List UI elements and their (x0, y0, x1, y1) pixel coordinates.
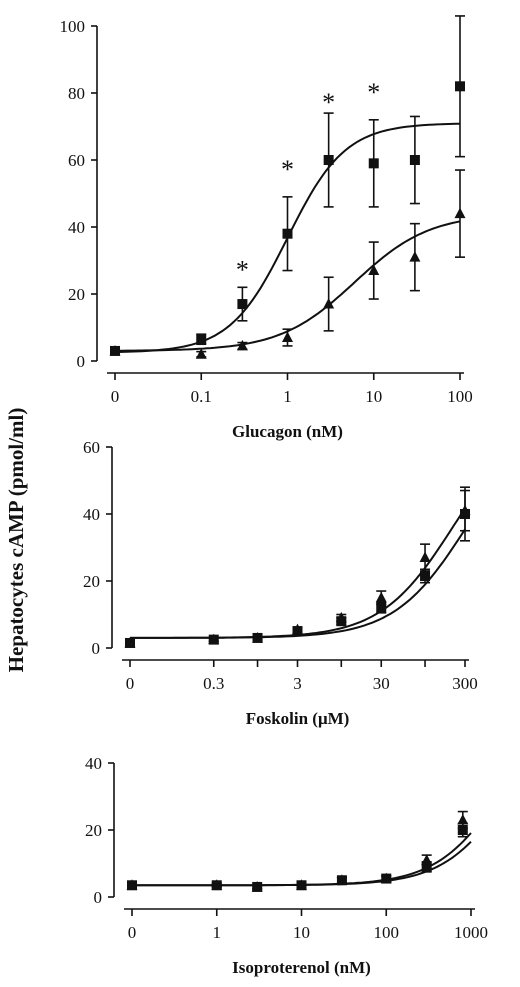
y-tick-label: 60 (68, 151, 85, 170)
data-point-triangle (459, 504, 471, 516)
data-point-triangle (252, 631, 264, 643)
data-point-triangle (375, 591, 387, 603)
data-point-square (409, 155, 420, 165)
chart-panel-2: 0 20 40 60 0 0.3 3 30 300 Foskolin (μM) (83, 438, 478, 728)
x-axis-label: Isoproterenol (nM) (232, 958, 371, 977)
data-point-square (420, 570, 431, 581)
y-tick-label: 20 (85, 821, 102, 840)
x-tick-label: 0 (128, 923, 137, 942)
data-point-triangle (421, 854, 433, 865)
data-point-triangle (195, 348, 207, 359)
data-point-triangle (126, 879, 138, 890)
significance-star: * (281, 155, 294, 184)
data-point-triangle (251, 880, 263, 892)
y-tick-label: 80 (68, 84, 85, 103)
x-tick-label: 30 (373, 674, 390, 693)
data-point-triangle (419, 551, 431, 563)
x-tick-label: 100 (374, 923, 400, 942)
fit-curve-series-1 (130, 528, 466, 639)
x-tick-label: 0 (111, 387, 120, 406)
x-tick-label: 10 (293, 923, 310, 942)
data-point-triangle (368, 264, 380, 276)
significance-star: * (322, 88, 335, 117)
fit-curve-series-2 (130, 507, 466, 639)
data-point-triangle (292, 623, 303, 635)
chart-panel-1: 0 20 40 60 80 100 0 0.1 1 10 100 Glucagon (nM) * * * * (60, 15, 473, 441)
data-point-triangle (336, 874, 348, 885)
data-point-square (196, 334, 207, 345)
y-tick-label: 20 (83, 572, 100, 591)
data-point-triangle (211, 879, 223, 890)
y-tick-label: 40 (68, 218, 85, 237)
shared-y-axis-label: Hepatocytes cAMP (pmol/ml) (4, 408, 28, 673)
data-point-triangle (409, 251, 421, 262)
x-tick-label: 300 (452, 674, 478, 693)
x-axis-label: Glucagon (nM) (232, 422, 343, 441)
x-tick-label: 0 (126, 674, 135, 693)
fit-curve-series-1 (132, 840, 472, 887)
x-tick-label: 3 (293, 674, 302, 693)
significance-star: * (367, 78, 380, 107)
y-tick-label: 100 (60, 17, 86, 36)
x-tick-label: 10 (365, 387, 382, 406)
x-tick-label: 1 (213, 923, 222, 942)
chart-panel-3: 0 20 40 0 1 10 100 1000 Isoproterenol (nM) (85, 754, 488, 977)
data-point-triangle (296, 879, 307, 890)
y-tick-label: 0 (94, 888, 103, 907)
x-tick-label: 0.1 (191, 387, 212, 406)
x-axis-label: Foskolin (μM) (246, 709, 350, 728)
data-point-triangle (380, 872, 392, 884)
x-tick-label: 1 (283, 387, 292, 406)
significance-star: * (236, 256, 249, 285)
y-tick-label: 20 (68, 285, 85, 304)
y-tick-label: 40 (85, 754, 102, 773)
y-tick-label: 60 (83, 438, 100, 457)
y-tick-label: 0 (92, 639, 101, 658)
x-tick-label: 100 (447, 387, 473, 406)
x-tick-label: 1000 (454, 923, 488, 942)
y-tick-label: 40 (83, 505, 100, 524)
data-point-square (455, 81, 465, 92)
y-tick-label: 0 (77, 352, 86, 371)
data-point-triangle (457, 813, 469, 825)
data-point-triangle (454, 207, 466, 219)
fit-curve-series-2 (132, 832, 472, 887)
data-point-triangle (335, 611, 347, 623)
data-point-square (368, 158, 379, 169)
data-point-triangle (124, 636, 136, 648)
data-point-triangle (323, 298, 335, 309)
data-point-square (323, 155, 334, 165)
data-point-triangle (282, 331, 293, 343)
data-point-square (376, 602, 387, 613)
data-point-triangle (109, 344, 121, 356)
x-tick-label: 0.3 (203, 674, 224, 693)
data-point-triangle (236, 339, 248, 351)
data-point-square (457, 825, 468, 835)
data-point-square (282, 228, 293, 239)
data-point-triangle (208, 633, 220, 645)
data-point-square (237, 299, 248, 310)
